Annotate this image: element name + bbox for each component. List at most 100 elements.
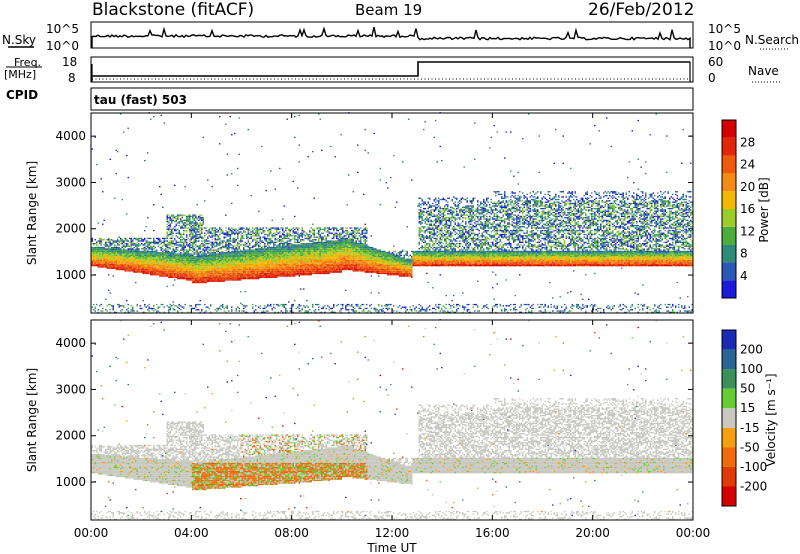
power-cell (211, 261, 213, 263)
power-cell (193, 274, 195, 276)
power-cell (255, 259, 257, 262)
power-cell (268, 239, 270, 241)
power-cell (318, 271, 320, 273)
power-cell (184, 239, 186, 241)
power-cell (168, 246, 170, 249)
power-cell (144, 271, 146, 273)
power-cell (130, 245, 132, 247)
power-cell (231, 254, 233, 256)
noise-trace (91, 26, 691, 48)
power-cell (252, 252, 254, 254)
power-cell (154, 256, 156, 258)
power-cell (258, 274, 260, 276)
power-cell (177, 228, 179, 230)
power-cell (171, 243, 173, 245)
power-cell (273, 257, 275, 259)
power-cell (174, 228, 176, 230)
power-cell (130, 305, 132, 307)
power-cell (121, 250, 123, 253)
power-cell (238, 117, 240, 119)
power-cell (199, 280, 201, 282)
power-cell (289, 249, 291, 251)
power-cell (186, 256, 188, 258)
power-cell (177, 278, 179, 280)
power-cell (231, 274, 233, 276)
power-cell (127, 248, 129, 250)
power-cell (139, 240, 141, 242)
power-cell (277, 267, 279, 269)
power-cell (226, 235, 228, 237)
power-cell (258, 254, 260, 256)
power-cell (247, 262, 249, 264)
power-cell (178, 307, 180, 310)
power-cell (216, 244, 218, 246)
power-cell (292, 311, 294, 313)
power-cell (223, 245, 225, 247)
power-cell (250, 236, 252, 238)
power-cell (312, 256, 314, 258)
power-cell (175, 235, 177, 237)
power-cell (183, 254, 185, 256)
power-cell (214, 230, 216, 232)
power-cell (132, 256, 134, 258)
power-cell (289, 257, 291, 259)
power-cell (190, 244, 192, 246)
power-cell (228, 263, 230, 265)
power-cell (189, 219, 191, 221)
power-cell (220, 253, 222, 255)
power-cell (160, 271, 162, 273)
nave-tick-0: 0 (708, 71, 716, 85)
power-cell (294, 228, 296, 230)
power-cell (174, 252, 176, 254)
power-cell (243, 276, 245, 278)
power-cell (141, 307, 143, 310)
power-cell (280, 252, 282, 254)
power-cell (141, 252, 143, 254)
power-cell (255, 266, 257, 268)
power-cell (268, 241, 270, 243)
power-cell (292, 257, 294, 259)
power-cell (318, 262, 320, 264)
power-cell (259, 265, 261, 267)
power-cell (247, 252, 249, 254)
power-cell (298, 161, 300, 163)
power-cell (231, 268, 233, 271)
power-cell (316, 253, 318, 255)
power-cell (133, 259, 135, 262)
power-cell (273, 252, 275, 254)
power-cell (138, 271, 140, 273)
power-cell (172, 274, 174, 276)
power-cell (210, 263, 212, 265)
power-cell (121, 241, 123, 243)
power-cell (187, 249, 189, 251)
power-cell (190, 228, 192, 230)
power-cell (298, 254, 300, 256)
power-cell (198, 254, 200, 256)
power-cell (126, 270, 128, 272)
power-cell (249, 227, 251, 229)
power-cell (174, 270, 176, 272)
power-cell (136, 256, 138, 258)
power-cell (244, 241, 246, 243)
power-cell (306, 248, 308, 250)
power-cell (180, 271, 182, 273)
power-cell (231, 263, 233, 265)
power-cell (163, 237, 165, 240)
power-cell (225, 311, 227, 313)
power-cell (184, 303, 186, 306)
power-cell (165, 267, 167, 269)
power-cell (105, 261, 107, 263)
power-cell (120, 259, 122, 262)
power-cell (210, 250, 212, 253)
power-cell (147, 257, 149, 259)
power-cell (201, 271, 203, 273)
power-cell (315, 254, 317, 256)
power-cell (321, 266, 323, 268)
power-cell (106, 267, 108, 269)
power-cell (321, 272, 323, 275)
power-cell (178, 259, 180, 262)
power-cell (148, 243, 150, 245)
power-cell (93, 244, 95, 246)
power-cell (145, 226, 147, 228)
power-cell (186, 278, 188, 280)
